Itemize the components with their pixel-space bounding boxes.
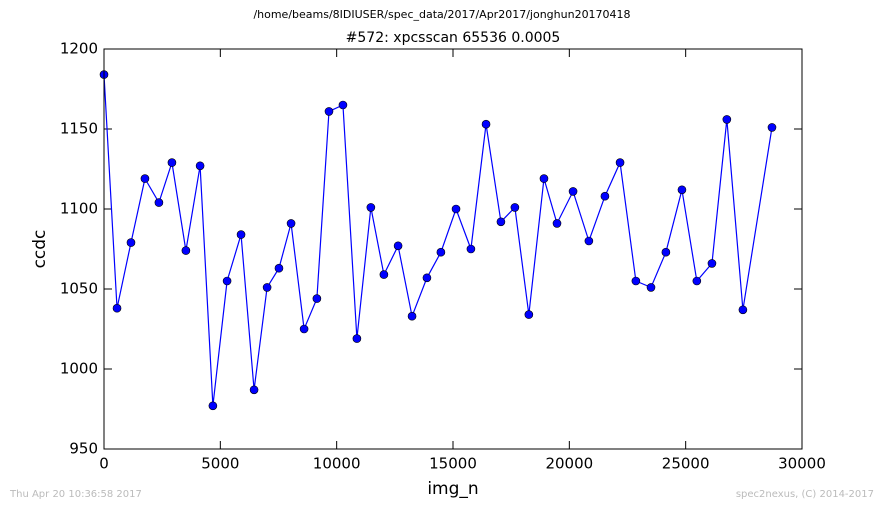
x-tick-label: 20000 [545,455,593,473]
data-point [222,276,232,286]
data-point [510,203,520,212]
data-point [312,294,322,303]
data-point [707,259,717,268]
x-tick-label: 30000 [778,455,826,473]
data-point [481,119,491,129]
data-point [466,244,476,254]
data-point [615,158,625,167]
data-point [324,107,334,116]
data-point [393,241,403,251]
data-point [274,263,284,273]
data-point [208,401,218,411]
data-point [646,283,656,292]
data-point [539,174,549,183]
data-point [692,276,702,286]
x-tick-label: 5000 [201,455,239,473]
data-point [338,100,348,110]
data-point [299,324,309,334]
data-point [195,161,205,171]
data-point [286,219,296,228]
x-tick-label: 0 [99,455,109,473]
data-point [352,334,362,343]
data-point [722,115,732,124]
footer-left: Thu Apr 20 10:36:58 2017 [9,489,142,500]
data-point [552,219,562,228]
y-tick-label: 1000 [60,360,98,378]
y-tick-label: 950 [69,440,98,458]
data-point [524,310,534,319]
data-point [767,123,777,132]
y-axis-label: ccdc [30,230,50,269]
data-point [422,273,432,283]
data-point [379,270,389,279]
y-tick-label: 1200 [60,40,98,58]
footer-right: spec2nexus, (C) 2014-2017 [736,489,874,500]
data-point [366,203,376,212]
y-tick-label: 1100 [60,200,98,218]
x-tick-label: 15000 [429,455,477,473]
data-point [262,283,272,292]
y-tick-label: 1150 [60,120,98,138]
suptitle: /home/beams/8IDIUSER/spec_data/2017/Apr2… [253,8,630,21]
data-point [600,191,610,201]
data-point [167,158,177,167]
x-tick-label: 10000 [313,455,361,473]
data-point [249,385,259,395]
x-axis-label: img_n [427,479,478,499]
data-point [496,217,506,227]
data-point [181,246,191,255]
data-point [661,247,671,257]
data-point [126,238,136,247]
x-tick-label: 25000 [662,455,710,473]
data-point [236,230,246,239]
data-point [677,185,687,195]
data-point [154,198,164,207]
data-point [568,187,578,196]
data-point [631,276,641,286]
plot-frame [103,48,803,450]
data-point [140,174,150,183]
chart-title: #572: xpcsscan 65536 0.0005 [346,30,561,46]
data-point [738,305,748,315]
data-point [112,303,122,313]
data-point [436,247,446,257]
y-tick-label: 1050 [60,280,98,298]
data-point [407,311,417,321]
data-point [584,236,594,246]
data-point [451,204,461,214]
